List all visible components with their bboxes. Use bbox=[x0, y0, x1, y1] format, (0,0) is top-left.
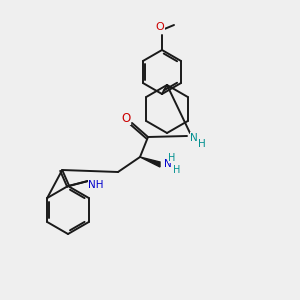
Text: O: O bbox=[122, 112, 130, 124]
Text: N: N bbox=[190, 133, 198, 143]
Text: H: H bbox=[173, 165, 181, 175]
Text: O: O bbox=[156, 22, 164, 32]
Text: H: H bbox=[168, 153, 176, 163]
Polygon shape bbox=[140, 157, 160, 167]
Text: NH: NH bbox=[88, 180, 104, 190]
Text: H: H bbox=[198, 139, 206, 149]
Text: N: N bbox=[164, 159, 172, 169]
